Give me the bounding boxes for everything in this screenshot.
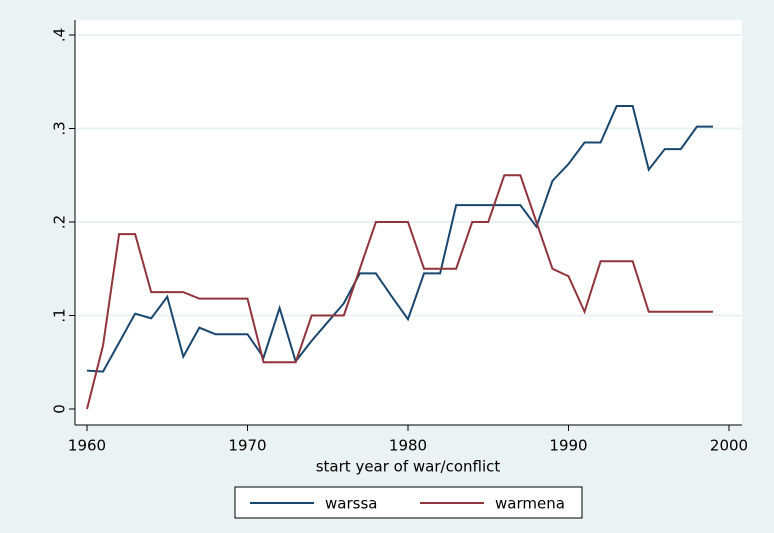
- x-axis-label: start year of war/conflict: [316, 458, 501, 476]
- legend-label: warmena: [495, 495, 565, 513]
- y-tick-label: .2: [51, 215, 69, 229]
- y-tick-label: .1: [51, 308, 69, 322]
- y-tick-label: .4: [51, 28, 69, 42]
- series-line: [86, 105, 713, 373]
- y-tick-label: .3: [51, 121, 69, 135]
- x-tick-label: 1970: [228, 437, 266, 455]
- y-tick-label: 0: [51, 404, 69, 414]
- series-line: [86, 174, 713, 410]
- x-tick-label: 1990: [549, 437, 587, 455]
- x-tick-label: 1980: [389, 437, 427, 455]
- x-tick-label: 2000: [710, 437, 748, 455]
- x-tick-label: 1960: [68, 437, 106, 455]
- legend-label: warssa: [325, 495, 377, 513]
